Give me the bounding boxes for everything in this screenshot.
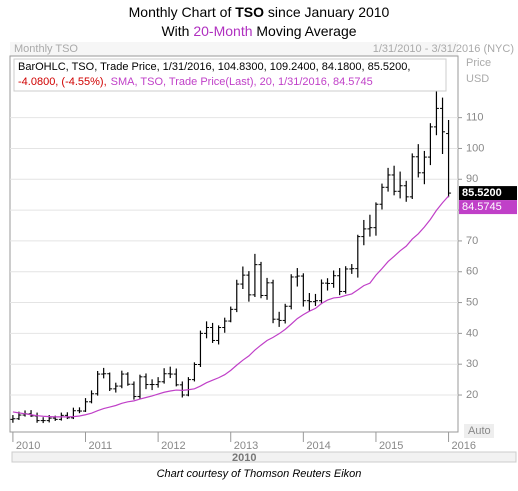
auto-label: Auto: [468, 425, 491, 437]
y-tick-label: 60: [466, 266, 478, 278]
title-part: since January 2010: [264, 4, 390, 20]
y-tick-label: 110: [466, 112, 484, 124]
scroll-bar[interactable]: [11, 451, 517, 463]
legend-text: BarOHLC, TSO, Trade Price, 1/31/2016, 10…: [18, 61, 410, 73]
title-part: TSO: [235, 4, 264, 20]
x-tick-label: 2014: [306, 440, 330, 452]
last-sma-box: [459, 200, 517, 215]
x-tick-label: 2013: [234, 440, 258, 452]
header-right: 1/31/2010 - 3/31/2016 (NYC): [373, 43, 514, 55]
axis-title: USD: [466, 73, 489, 85]
title-part: Moving Average: [253, 23, 357, 39]
x-tick-label: 2011: [89, 440, 113, 452]
header-left: Monthly TSO: [14, 43, 78, 55]
last-sma-label: 84.5745: [462, 201, 502, 213]
y-tick-label: 30: [466, 358, 478, 370]
header-bar: [10, 42, 458, 56]
y-tick-label: 40: [466, 327, 478, 339]
y-tick-label: 70: [466, 235, 478, 247]
x-tick-label: 2012: [161, 440, 185, 452]
x-tick-label: 2010: [16, 440, 40, 452]
sma-line: [12, 195, 450, 418]
legend-box: [13, 58, 447, 92]
y-tick-label: 100: [466, 142, 484, 154]
y-tick-label: 50: [466, 296, 478, 308]
legend-text: -4.0800, (-4.55%), SMA, TSO, Trade Price(…: [18, 76, 373, 88]
last-price-box: [459, 186, 517, 201]
x-tick-label: 2016: [452, 440, 476, 452]
title-part: Monthly Chart of: [129, 4, 236, 20]
legend-sma: SMA, TSO, Trade Price(Last), 20, 1/31/20…: [111, 76, 373, 88]
y-tick-label: 20: [466, 389, 478, 401]
axis-title: Price: [466, 57, 491, 69]
legend-change: -4.0800, (-4.55%),: [18, 76, 107, 88]
chart-title: Monthly Chart of TSO since January 2010: [129, 4, 390, 20]
footer: Chart courtesy of Thomson Reuters Eikon: [157, 468, 362, 480]
y-tick-label: 90: [466, 173, 478, 185]
x-tick-label: 2015: [379, 440, 403, 452]
last-price-label: 85.5200: [462, 187, 502, 199]
chart-subtitle: With 20-Month Moving Average: [161, 23, 356, 39]
title-part: With: [161, 23, 193, 39]
auto-button[interactable]: [464, 424, 494, 438]
title-part: 20-Month: [193, 23, 252, 39]
scroll-label: 2010: [232, 452, 256, 464]
plot-frame: [9, 55, 459, 433]
